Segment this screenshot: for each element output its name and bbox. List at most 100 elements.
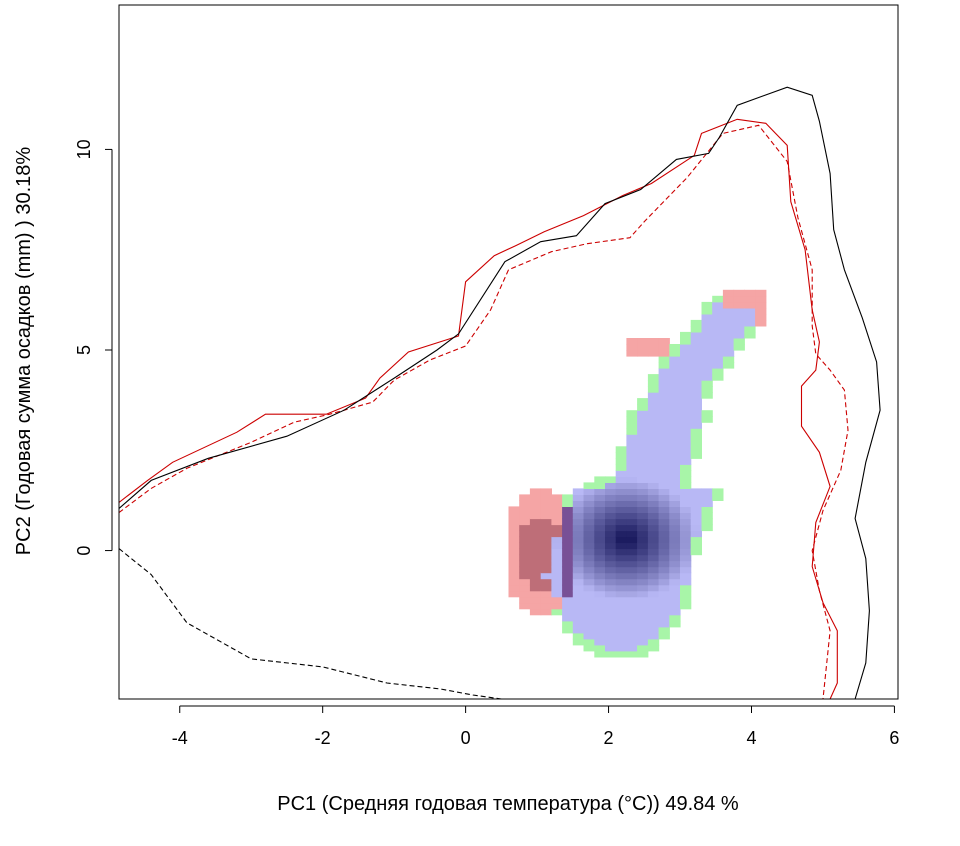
density-cell xyxy=(626,524,638,532)
density-cell xyxy=(690,410,702,417)
density-cell xyxy=(583,518,595,526)
density-cell xyxy=(626,608,638,616)
density-cell xyxy=(583,614,595,622)
density-cell xyxy=(508,548,520,556)
density-cell xyxy=(594,542,606,550)
density-cell xyxy=(637,428,649,435)
plot-frame xyxy=(118,4,899,700)
density-cell xyxy=(658,344,670,351)
density-cell xyxy=(572,608,585,616)
density-cell xyxy=(519,506,531,513)
density-cell xyxy=(626,572,638,580)
density-cell xyxy=(594,590,606,598)
density-cell xyxy=(626,626,638,634)
density-cell xyxy=(680,458,692,465)
density-cell xyxy=(572,614,585,622)
x-axis-label: PC1 (Средняя годовая температура (°C)) 4… xyxy=(277,793,739,815)
density-cell xyxy=(637,452,649,459)
density-cell xyxy=(594,638,606,646)
density-cell xyxy=(562,566,574,574)
density-cell xyxy=(615,608,627,616)
density-cell xyxy=(637,566,649,574)
density-cell xyxy=(680,434,692,441)
density-cell xyxy=(583,644,595,652)
density-cell xyxy=(519,518,531,526)
density-cell xyxy=(680,494,692,501)
density-cell xyxy=(712,374,724,381)
density-cell xyxy=(562,524,574,532)
density-cell xyxy=(680,590,692,598)
density-cell xyxy=(583,494,595,501)
density-cell xyxy=(669,590,681,598)
density-cell xyxy=(605,584,617,592)
density-cell xyxy=(701,319,713,327)
density-cell xyxy=(562,584,574,592)
x-tick-label: 6 xyxy=(889,728,899,748)
density-cell xyxy=(669,374,681,381)
density-cell xyxy=(551,524,563,532)
density-cell xyxy=(594,644,606,652)
density-cell xyxy=(669,500,681,507)
density-cell xyxy=(680,524,692,532)
density-cell xyxy=(551,506,563,513)
density-cell xyxy=(680,380,692,387)
density-cell xyxy=(658,374,670,381)
density-cell xyxy=(615,470,627,477)
density-cell xyxy=(615,560,627,568)
density-cell xyxy=(615,524,627,532)
density-cell xyxy=(615,590,627,598)
density-cell xyxy=(615,644,627,652)
density-cell xyxy=(680,530,692,538)
density-cell xyxy=(669,602,681,610)
density-cell xyxy=(637,560,649,568)
density-cell xyxy=(594,530,606,538)
density-cell xyxy=(658,554,670,562)
density-cell xyxy=(583,584,595,592)
density-cell xyxy=(669,494,681,501)
density-cell xyxy=(551,530,563,538)
density-cell xyxy=(637,410,649,417)
density-cell xyxy=(540,536,552,544)
density-cell xyxy=(658,560,670,568)
density-cell xyxy=(615,596,627,604)
density-cell xyxy=(637,350,649,357)
density-cell xyxy=(680,596,692,604)
density-cell xyxy=(669,536,681,544)
density-cell xyxy=(647,590,660,598)
density-cell xyxy=(626,506,638,513)
density-cell xyxy=(712,325,724,333)
density-cell xyxy=(712,295,724,303)
density-cell xyxy=(680,452,692,459)
density-cell xyxy=(572,512,585,520)
density-cell xyxy=(722,331,735,339)
density-cell xyxy=(605,590,617,598)
density-cell xyxy=(615,518,627,526)
density-cell xyxy=(562,500,574,507)
density-cell xyxy=(626,632,638,640)
density-cell xyxy=(562,614,574,622)
density-cell xyxy=(637,536,649,544)
density-cell xyxy=(701,392,713,399)
density-cell xyxy=(637,434,649,441)
density-cell xyxy=(519,596,531,604)
density-cell xyxy=(690,392,702,399)
density-cell xyxy=(647,638,660,646)
density-cell xyxy=(551,500,563,507)
density-cell xyxy=(540,572,552,580)
density-cell xyxy=(647,608,660,616)
density-cell xyxy=(540,578,552,586)
density-cell xyxy=(712,494,724,501)
density-cell xyxy=(626,410,638,417)
density-cell xyxy=(690,416,702,423)
density-cell xyxy=(519,494,531,501)
density-cell xyxy=(540,500,552,507)
density-cell xyxy=(605,620,617,628)
density-cell xyxy=(637,482,649,489)
density-cell xyxy=(594,554,606,562)
density-cell xyxy=(626,578,638,586)
density-cell xyxy=(605,530,617,538)
density-cell xyxy=(658,350,670,357)
density-cell xyxy=(637,464,649,471)
density-cell xyxy=(605,614,617,622)
density-cell xyxy=(551,554,563,562)
